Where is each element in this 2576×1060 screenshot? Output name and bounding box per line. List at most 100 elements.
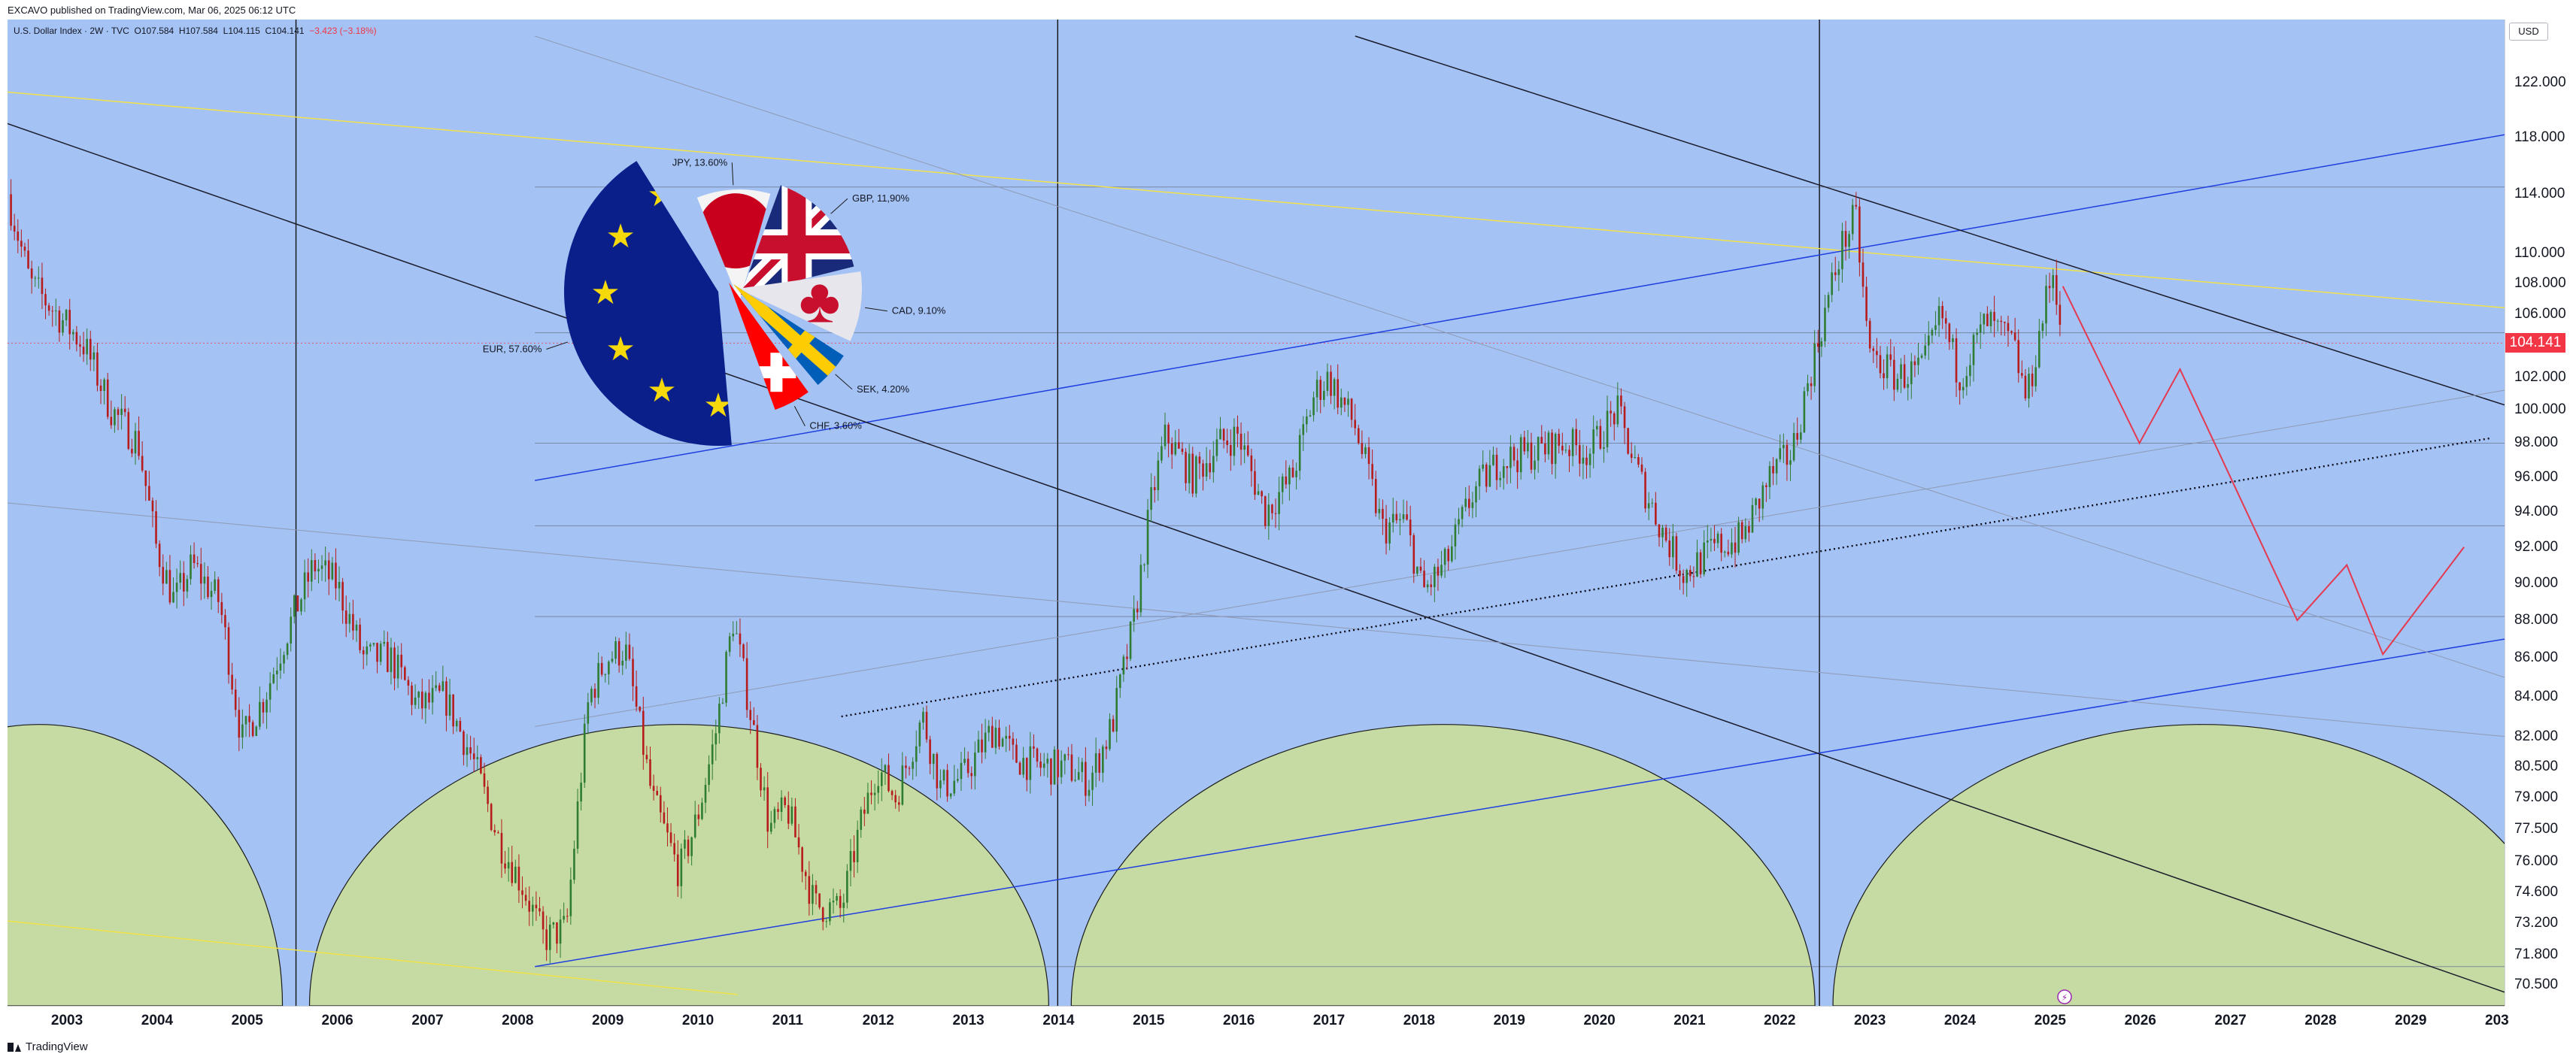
candle-body xyxy=(1215,439,1218,456)
symbol-legend[interactable]: U.S. Dollar Index · 2W · TVC O107.584 H1… xyxy=(14,26,377,36)
candle-body xyxy=(199,564,202,584)
candle-body xyxy=(65,310,68,320)
candle-body xyxy=(1434,566,1436,587)
candle xyxy=(466,734,469,768)
candle-body xyxy=(2000,320,2003,323)
candle-body xyxy=(1523,437,1526,452)
candle-body xyxy=(89,338,92,360)
candle xyxy=(1588,448,1591,478)
candle-body xyxy=(1091,772,1094,790)
candle xyxy=(1081,758,1084,783)
candle-body xyxy=(1879,355,1882,374)
candle-body xyxy=(1831,272,1833,295)
candle-body xyxy=(1264,496,1267,526)
candle-body xyxy=(1595,426,1598,430)
price-tick-label: 122.000 xyxy=(2514,74,2566,90)
candle-body xyxy=(1178,442,1180,449)
candle xyxy=(44,288,47,320)
candle xyxy=(1185,448,1187,491)
candle-body xyxy=(732,633,735,637)
candle-body xyxy=(1519,437,1522,473)
candle xyxy=(1371,449,1373,486)
candle-body xyxy=(1588,453,1591,465)
candle xyxy=(1775,458,1778,486)
candle xyxy=(1243,433,1246,464)
candle xyxy=(1395,501,1398,524)
candle-body xyxy=(1582,457,1585,464)
candle xyxy=(963,747,966,766)
candle-body xyxy=(794,806,796,837)
candle xyxy=(1285,460,1288,489)
candle-body xyxy=(1972,335,1975,365)
candle xyxy=(248,704,250,737)
candle-body xyxy=(1599,426,1602,449)
candle xyxy=(842,893,845,923)
open-value: 107.584 xyxy=(141,26,174,36)
price-tick-label: 118.000 xyxy=(2514,129,2565,145)
event-marker[interactable]: ⚡ xyxy=(2057,989,2072,1004)
candle xyxy=(75,326,78,352)
candle-body xyxy=(158,544,161,568)
candle xyxy=(1129,621,1132,662)
candle-body xyxy=(1893,359,1895,390)
trendline-6 xyxy=(535,35,2505,678)
candle-body xyxy=(1109,719,1111,750)
candle-body xyxy=(739,633,742,645)
candle xyxy=(942,768,945,785)
candle xyxy=(1488,450,1491,487)
candle-body xyxy=(227,627,230,675)
candle-body xyxy=(1989,311,1992,326)
candle-body xyxy=(307,572,309,582)
candle-body xyxy=(621,660,624,666)
candle-body xyxy=(1651,502,1654,504)
candle-body xyxy=(801,847,803,872)
candle-body xyxy=(1188,453,1191,483)
candle-body xyxy=(708,764,710,786)
year-tick-label: 2009 xyxy=(592,1013,624,1028)
candle-body xyxy=(106,379,109,417)
top-bar: EXCAVO published on TradingView.com, Mar… xyxy=(0,0,2576,20)
price-tick-label: 106.000 xyxy=(2514,305,2566,322)
tradingview-logo[interactable]: TradingView xyxy=(8,1040,88,1053)
candle xyxy=(1295,462,1297,490)
eu-star-icon: ★ xyxy=(605,331,635,368)
candle-body xyxy=(649,759,651,786)
event-marker-circle[interactable] xyxy=(2057,989,2072,1004)
chart-pane[interactable]: ★★★★★★★★★★★★♣ EUR, 57.60%JPY, 13.60%GBP,… xyxy=(8,20,2505,1006)
currency-selector[interactable]: USD xyxy=(2509,23,2548,41)
time-scale[interactable]: 2003 2004 2005 2006 2007 2008 2009 2010 2011 2012… xyxy=(8,1006,2509,1035)
candle-body xyxy=(1033,746,1035,749)
eu-star-icon: ★ xyxy=(703,387,733,424)
candle xyxy=(1564,443,1567,453)
candle-body xyxy=(1944,318,1947,324)
candle xyxy=(718,697,721,744)
candle xyxy=(500,819,503,878)
candle-body xyxy=(666,823,669,833)
candle-body xyxy=(1471,502,1474,508)
candle xyxy=(151,497,154,528)
candle xyxy=(542,906,545,944)
candle xyxy=(829,898,831,925)
candle xyxy=(1613,411,1616,441)
candle-body xyxy=(1499,477,1501,480)
candle xyxy=(1547,430,1550,460)
price-tick-label: 74.600 xyxy=(2514,883,2559,900)
candle-body xyxy=(1561,445,1564,451)
candle-body xyxy=(1699,552,1702,574)
candle-body xyxy=(1447,549,1450,562)
candle xyxy=(2024,368,2027,401)
candle xyxy=(1354,404,1356,436)
candle-body xyxy=(1661,527,1664,538)
candle xyxy=(1451,535,1453,563)
candle-body xyxy=(341,582,344,611)
candle xyxy=(511,846,514,887)
chart-canvas[interactable]: ★★★★★★★★★★★★♣ EUR, 57.60%JPY, 13.60%GBP,… xyxy=(8,20,2505,1006)
candle-body xyxy=(1385,519,1388,544)
candle xyxy=(1330,365,1332,404)
candle xyxy=(1523,430,1526,455)
candle xyxy=(96,343,99,392)
candle-body xyxy=(1734,542,1737,553)
candle-body xyxy=(939,780,942,789)
candle xyxy=(38,266,40,289)
price-scale[interactable]: 122.000 118.000 114.000 110.000 108.000 106.0… xyxy=(2505,20,2576,1006)
